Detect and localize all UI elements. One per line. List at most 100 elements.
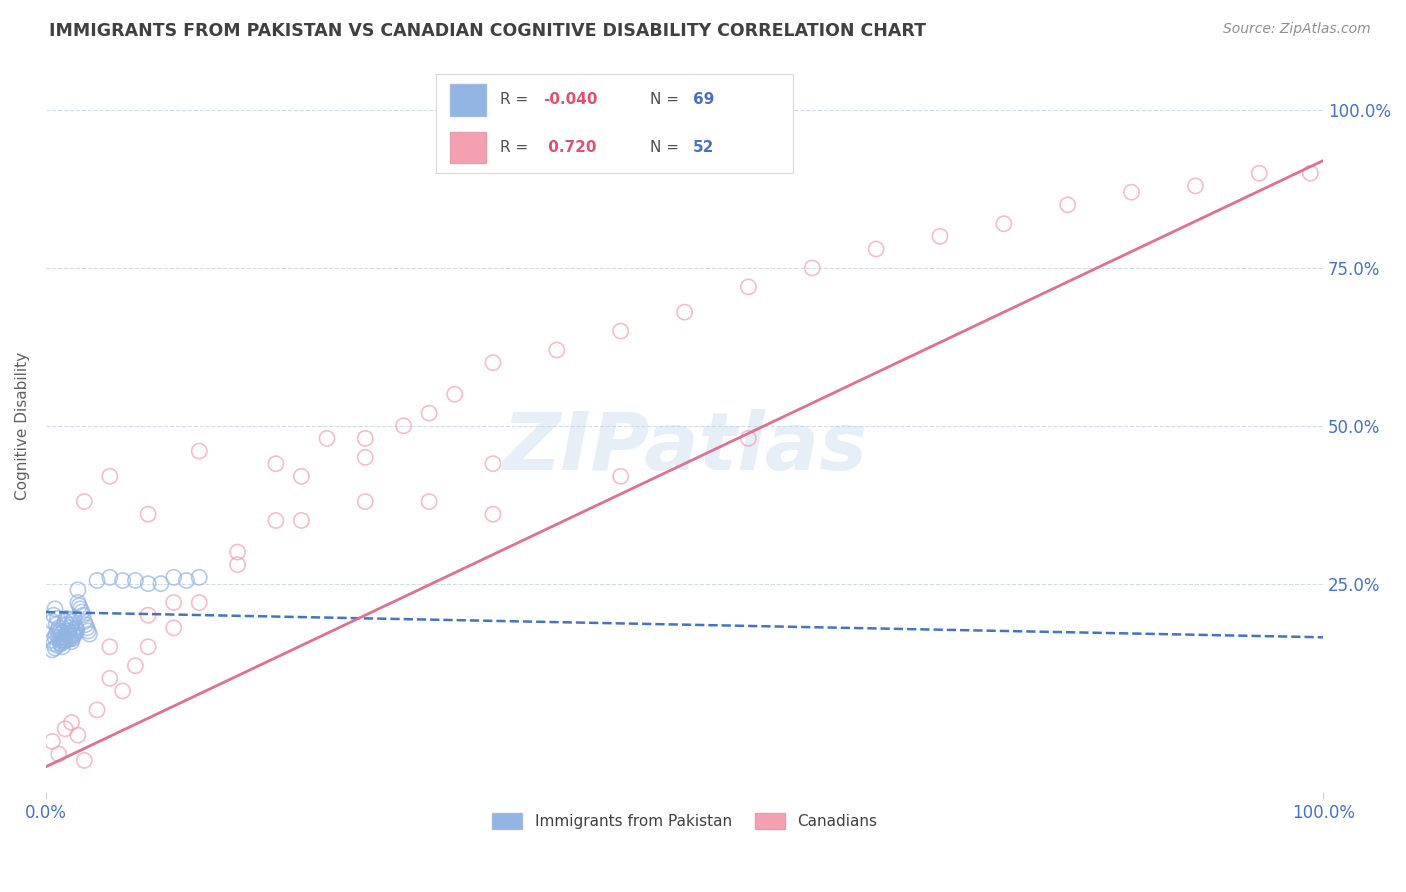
Point: [801, 260, 824, 275]
Point: [42, 608, 65, 623]
Point: [124, 658, 146, 673]
Point: [443, 387, 465, 401]
Point: [929, 229, 952, 244]
Point: [418, 406, 440, 420]
Point: [44, 640, 66, 655]
Point: [52, 633, 75, 648]
Point: [609, 469, 631, 483]
Point: [51, 627, 73, 641]
Point: [73, 753, 96, 767]
Point: [392, 418, 415, 433]
Point: [737, 280, 759, 294]
Point: [46, 639, 69, 653]
Point: [59, 632, 82, 647]
Point: [48, 747, 70, 761]
Point: [62, 632, 84, 646]
Point: [865, 242, 887, 256]
Point: [1121, 185, 1143, 199]
Point: [316, 431, 339, 445]
Point: [264, 513, 287, 527]
Point: [163, 621, 186, 635]
Point: [226, 545, 249, 559]
Point: [48, 621, 70, 635]
Point: [60, 634, 83, 648]
Point: [77, 624, 100, 638]
Point: [44, 630, 66, 644]
Point: [60, 715, 83, 730]
Point: [176, 574, 198, 588]
Point: [98, 570, 121, 584]
Point: [49, 624, 72, 638]
Point: [51, 637, 73, 651]
Point: [98, 469, 121, 483]
Point: [354, 494, 377, 508]
Point: [72, 608, 94, 623]
Point: [56, 617, 79, 632]
Point: [136, 640, 159, 654]
Point: [55, 611, 77, 625]
Point: [56, 624, 79, 638]
Point: [354, 431, 377, 445]
Point: [1249, 166, 1271, 180]
Point: [482, 457, 505, 471]
Point: [45, 627, 67, 641]
Point: [98, 671, 121, 685]
Point: [98, 640, 121, 654]
Point: [737, 431, 759, 445]
Point: [1184, 178, 1206, 193]
Point: [52, 617, 75, 632]
Point: [111, 574, 134, 588]
Point: [290, 513, 312, 527]
Point: [62, 615, 84, 629]
Point: [59, 630, 82, 644]
Point: [163, 596, 186, 610]
Y-axis label: Cognitive Disability: Cognitive Disability: [15, 351, 30, 500]
Text: IMMIGRANTS FROM PAKISTAN VS CANADIAN COGNITIVE DISABILITY CORRELATION CHART: IMMIGRANTS FROM PAKISTAN VS CANADIAN COG…: [49, 22, 927, 40]
Point: [86, 703, 108, 717]
Point: [41, 734, 63, 748]
Point: [69, 602, 91, 616]
Point: [79, 627, 101, 641]
Point: [46, 624, 69, 638]
Point: [45, 617, 67, 632]
Point: [63, 611, 86, 625]
Point: [993, 217, 1015, 231]
Point: [124, 574, 146, 588]
Point: [65, 625, 87, 640]
Point: [66, 728, 89, 742]
Point: [86, 574, 108, 588]
Point: [41, 643, 63, 657]
Point: [62, 628, 84, 642]
Point: [65, 621, 87, 635]
Point: [42, 637, 65, 651]
Point: [70, 605, 93, 619]
Point: [546, 343, 568, 357]
Point: [53, 615, 76, 629]
Point: [136, 576, 159, 591]
Point: [482, 356, 505, 370]
Legend: Immigrants from Pakistan, Canadians: Immigrants from Pakistan, Canadians: [485, 807, 883, 836]
Point: [73, 615, 96, 629]
Point: [58, 624, 80, 638]
Point: [52, 630, 75, 644]
Point: [149, 576, 172, 591]
Point: [264, 457, 287, 471]
Point: [673, 305, 696, 319]
Point: [46, 611, 69, 625]
Point: [290, 469, 312, 483]
Text: ZIPatlas: ZIPatlas: [502, 409, 868, 487]
Text: Source: ZipAtlas.com: Source: ZipAtlas.com: [1223, 22, 1371, 37]
Point: [55, 627, 77, 641]
Point: [52, 634, 75, 648]
Point: [53, 722, 76, 736]
Point: [188, 570, 211, 584]
Point: [188, 596, 211, 610]
Point: [1299, 166, 1322, 180]
Point: [73, 494, 96, 508]
Point: [48, 630, 70, 644]
Point: [41, 615, 63, 629]
Point: [1056, 198, 1078, 212]
Point: [136, 507, 159, 521]
Point: [66, 596, 89, 610]
Point: [188, 444, 211, 458]
